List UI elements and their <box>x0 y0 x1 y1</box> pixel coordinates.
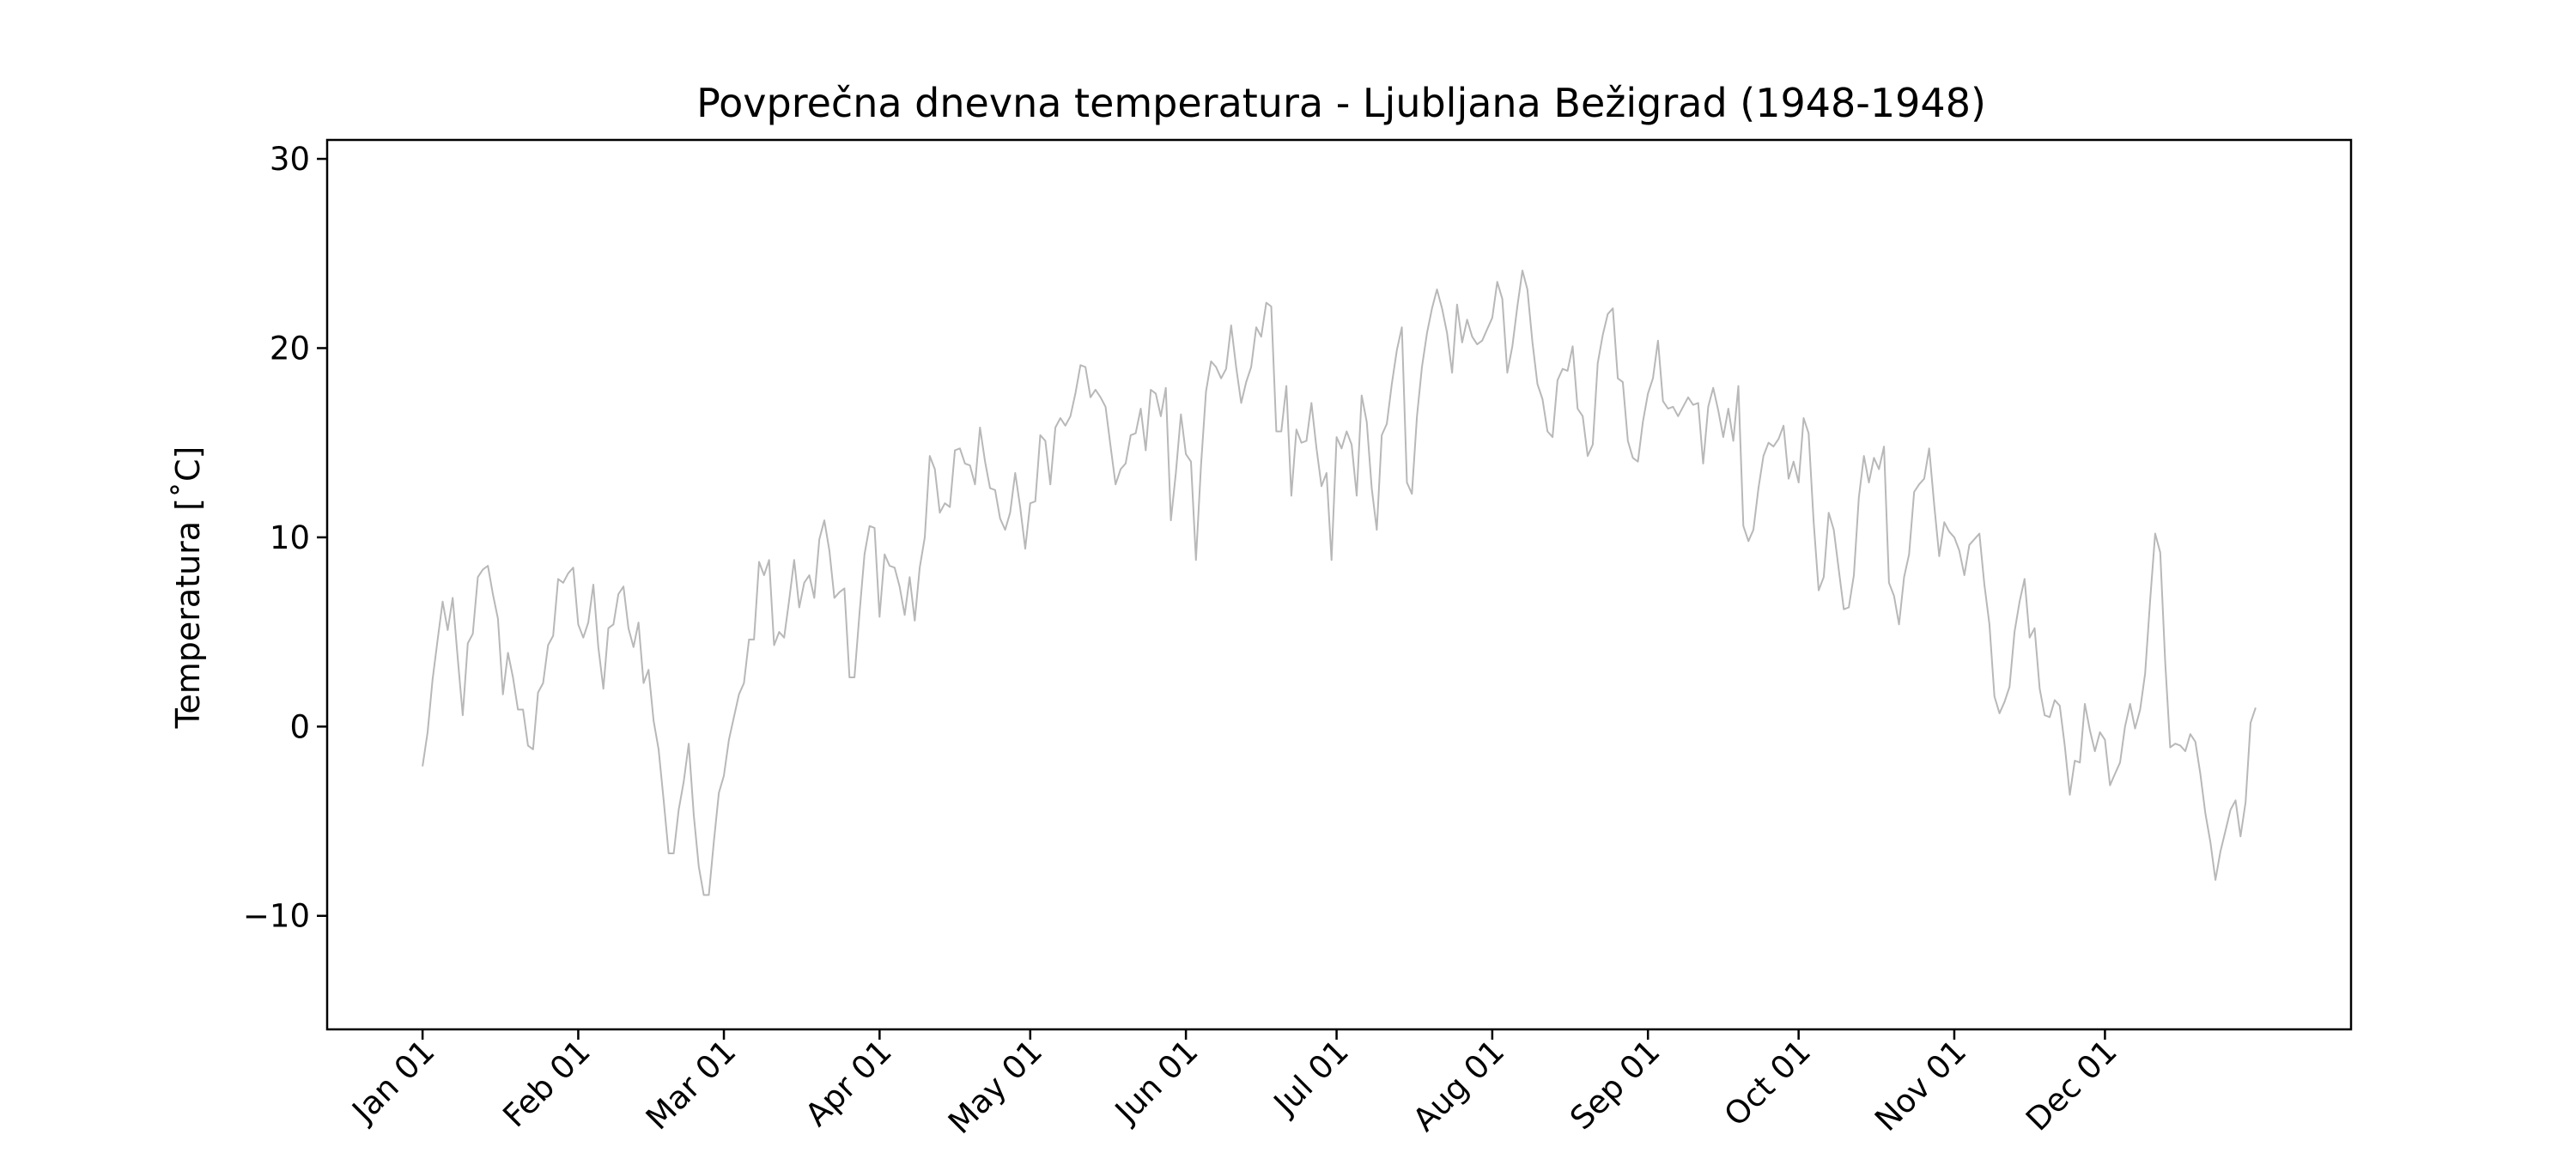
x-tick-label: Nov 01 <box>1868 1033 1973 1138</box>
plot-frame <box>325 138 2353 1031</box>
y-tick-label: 20 <box>270 330 310 367</box>
x-tick-label: Jan 01 <box>344 1033 442 1131</box>
x-tick-label: Dec 01 <box>2019 1033 2124 1138</box>
x-tick-label: Mar 01 <box>639 1033 743 1137</box>
x-tick-label: Sep 01 <box>1563 1033 1667 1137</box>
plot-area: 30 20 10 0 −10 Jan 01 Feb 01 Mar 01 Apr 01 May 01… <box>243 141 2257 1141</box>
x-tick-label: May 01 <box>941 1033 1049 1141</box>
x-tick-label: Aug 01 <box>1406 1033 1511 1138</box>
x-tick-label: Jun 01 <box>1107 1033 1205 1131</box>
x-tick-label: Apr 01 <box>798 1033 898 1133</box>
series-line <box>422 270 2257 896</box>
y-tick-label: 10 <box>270 519 310 556</box>
y-tick-label: −10 <box>243 898 310 935</box>
chart-title: Povprečna dnevna temperatura - Ljubljana… <box>696 80 1986 126</box>
y-tick-label: 30 <box>270 141 310 178</box>
x-tick-label: Feb 01 <box>495 1033 597 1134</box>
y-tick-label: 0 <box>289 708 310 745</box>
x-tick-label: Jul 01 <box>1266 1033 1356 1123</box>
y-axis-label: Temperatura [˚C] <box>169 446 207 730</box>
x-tick-label: Oct 01 <box>1717 1033 1818 1133</box>
